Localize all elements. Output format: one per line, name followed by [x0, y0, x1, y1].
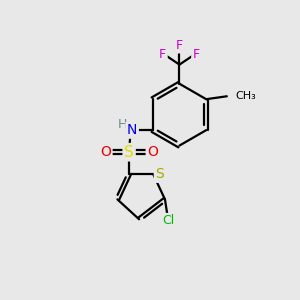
Text: F: F [193, 48, 200, 61]
Text: S: S [124, 145, 134, 160]
Text: F: F [159, 48, 166, 61]
Text: O: O [100, 145, 111, 159]
Text: CH₃: CH₃ [236, 91, 256, 101]
Text: N: N [127, 123, 137, 137]
Text: H: H [118, 118, 127, 131]
Text: Cl: Cl [162, 214, 174, 227]
Text: S: S [155, 167, 164, 181]
Text: F: F [176, 39, 183, 52]
Text: O: O [147, 145, 158, 159]
